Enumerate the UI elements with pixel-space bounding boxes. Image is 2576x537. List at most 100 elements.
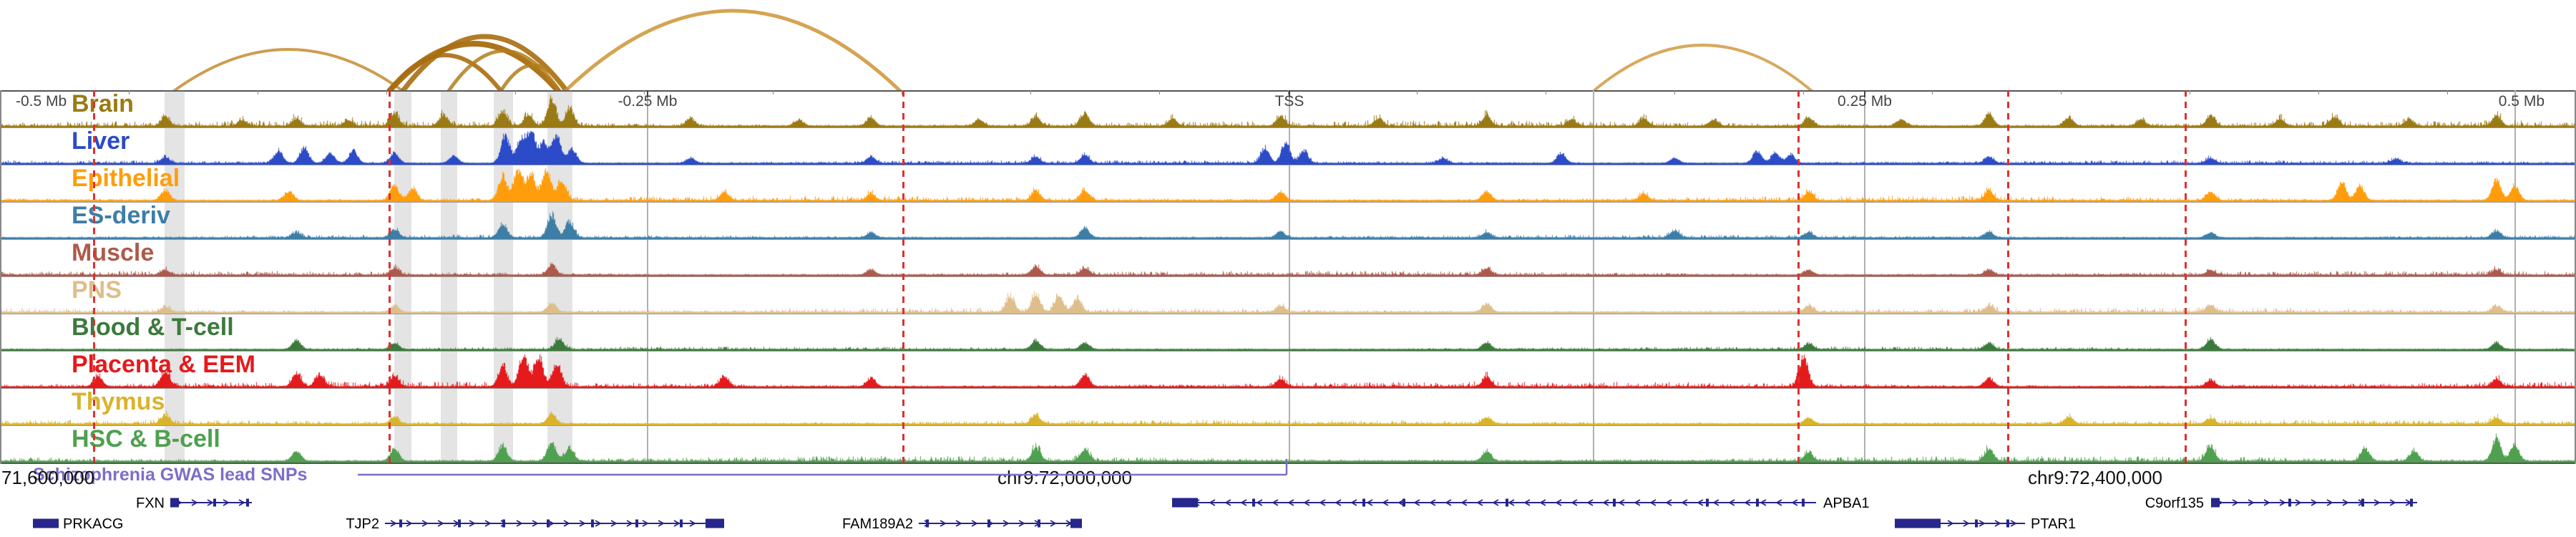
ruler-label-0-25-mb: -0.25 Mb (618, 93, 678, 110)
track-divider (0, 276, 2576, 277)
track-row-liver[interactable]: Liver (0, 127, 2576, 165)
gene-strand-chevron (2311, 499, 2318, 506)
track-signal-canvas-thymus[interactable] (0, 388, 2576, 425)
track-row-placenta-eem[interactable]: Placenta & EEM (0, 351, 2576, 388)
gene-strand-chevron (1476, 499, 1483, 506)
track-label-placenta-eem: Placenta & EEM (72, 351, 255, 378)
chromatin-interaction-arcs-layer (172, 9, 1813, 92)
track-signal-canvas-hsc-b-cell[interactable] (0, 425, 2576, 463)
track-row-epithelial[interactable]: Epithelial (0, 165, 2576, 202)
gene-strand-chevron (1555, 499, 1562, 506)
gwas-snp-line (902, 90, 904, 463)
track-row-blood-t-cell[interactable]: Blood & T-cell (0, 314, 2576, 351)
gene-strand-chevron (1303, 499, 1310, 506)
gene-strand-chevron (955, 520, 962, 527)
gene-strand-chevron (437, 520, 444, 527)
gene-label: APBA1 (1823, 495, 1869, 511)
track-panel-bottom-border (0, 463, 2576, 464)
gene-strand-chevron (1728, 499, 1735, 506)
gwas-snp-line (1797, 90, 1800, 463)
gene-exon (591, 519, 594, 528)
gene-strand-chevron (1018, 520, 1025, 527)
gene-strand-chevron (1979, 520, 1986, 527)
gene-label: PTAR1 (2031, 516, 2076, 532)
gene-strand-chevron (642, 520, 649, 527)
gene-cds-block (2211, 498, 2220, 508)
gene-cds-block (33, 518, 59, 528)
ruler-minor-tick (1159, 90, 1160, 95)
gene-strand-chevron (1240, 499, 1247, 506)
gene-strand-chevron (2389, 499, 2396, 506)
gene-strand-chevron (1002, 520, 1010, 527)
gene-exon (2361, 498, 2364, 507)
track-signal-canvas-brain[interactable] (0, 90, 2576, 127)
gwas-snp-line (2007, 90, 2009, 463)
gene-exon (1802, 498, 1805, 507)
gene-strand-chevron (1523, 499, 1531, 506)
gene-strand-chevron (2295, 499, 2302, 506)
gene-strand-chevron (563, 520, 570, 527)
gene-strand-chevron (238, 499, 245, 506)
track-signal-canvas-liver[interactable] (0, 127, 2576, 165)
gene-ptar1[interactable]: PTAR1 (1895, 516, 2076, 532)
gene-strand-chevron (1775, 499, 1782, 506)
ruler-label-0-5-mb: 0.5 Mb (2498, 93, 2545, 110)
gene-strand-chevron (1665, 499, 1672, 506)
ruler-minor-tick (1417, 90, 1418, 95)
gene-exon (1402, 498, 1405, 507)
ruler-label-tss: TSS (1274, 93, 1304, 110)
gene-exon (987, 519, 990, 528)
gene-strand-chevron (610, 520, 618, 527)
gene-c9orf135[interactable]: C9orf135 (2145, 495, 2417, 511)
track-row-muscle[interactable]: Muscle (0, 239, 2576, 276)
track-signal-canvas-blood-t-cell[interactable] (0, 314, 2576, 351)
gene-fam189a2[interactable]: FAM189A2 (842, 516, 1082, 532)
track-label-pns: PNS (72, 276, 122, 304)
gene-strand-chevron (1492, 499, 1499, 506)
track-signal-canvas-muscle[interactable] (0, 239, 2576, 276)
track-signal-canvas-epithelial[interactable] (0, 165, 2576, 202)
gwas-track-label: Schizophrenia GWAS lead SNPs (33, 465, 308, 485)
gene-prkacg[interactable]: PRKACG (33, 516, 123, 532)
gene-tjp2[interactable]: TJP2 (346, 516, 724, 532)
gene-cds-block (1895, 518, 1941, 528)
track-divider (0, 239, 2576, 240)
gene-strand-chevron (191, 499, 198, 506)
track-row-thymus[interactable]: Thymus (0, 388, 2576, 425)
track-label-thymus: Thymus (72, 388, 165, 415)
gene-strand-chevron (971, 520, 978, 527)
gene-strand-chevron (626, 520, 633, 527)
track-label-blood-t-cell: Blood & T-cell (72, 314, 234, 341)
gene-strand-chevron (1429, 499, 1436, 506)
gene-strand-chevron (1397, 499, 1405, 506)
gene-strand-chevron (2232, 499, 2239, 506)
gene-strand-chevron (1209, 499, 1216, 506)
track-row-brain[interactable]: Brain (0, 90, 2576, 127)
gene-exon (1613, 498, 1616, 507)
coordinate-label: 71,600,000 (1, 467, 94, 488)
gene-strand-chevron (673, 520, 680, 527)
gene-exon (502, 519, 505, 528)
ruler-minor-tick (129, 90, 130, 95)
track-row-es-deriv[interactable]: ES-deriv (0, 202, 2576, 239)
gwas-snp-line (93, 90, 95, 463)
track-signal-canvas-placenta-eem[interactable] (0, 351, 2576, 388)
gene-cds-block (170, 498, 179, 508)
track-row-pns[interactable]: PNS (0, 276, 2576, 314)
interaction-arc (563, 9, 902, 92)
track-label-epithelial: Epithelial (72, 165, 180, 192)
gene-apba1[interactable]: APBA1 (1172, 495, 1869, 511)
gene-label: PRKACG (63, 516, 123, 532)
interaction-arc (447, 49, 562, 92)
track-signal-canvas-pns[interactable] (0, 276, 2576, 314)
gene-fxn[interactable]: FXN (136, 495, 252, 511)
track-panel-right-border (2575, 90, 2576, 464)
track-signal-canvas-es-deriv[interactable] (0, 202, 2576, 239)
gene-exon (1038, 519, 1040, 528)
gene-strand-chevron (2373, 499, 2381, 506)
ruler-tick (1289, 90, 1290, 97)
track-row-hsc-b-cell[interactable]: HSC & B-cell (0, 425, 2576, 463)
gene-exon (1362, 498, 1365, 507)
gene-strand-chevron (1602, 499, 1609, 506)
ruler-minor-tick (1803, 90, 1804, 95)
